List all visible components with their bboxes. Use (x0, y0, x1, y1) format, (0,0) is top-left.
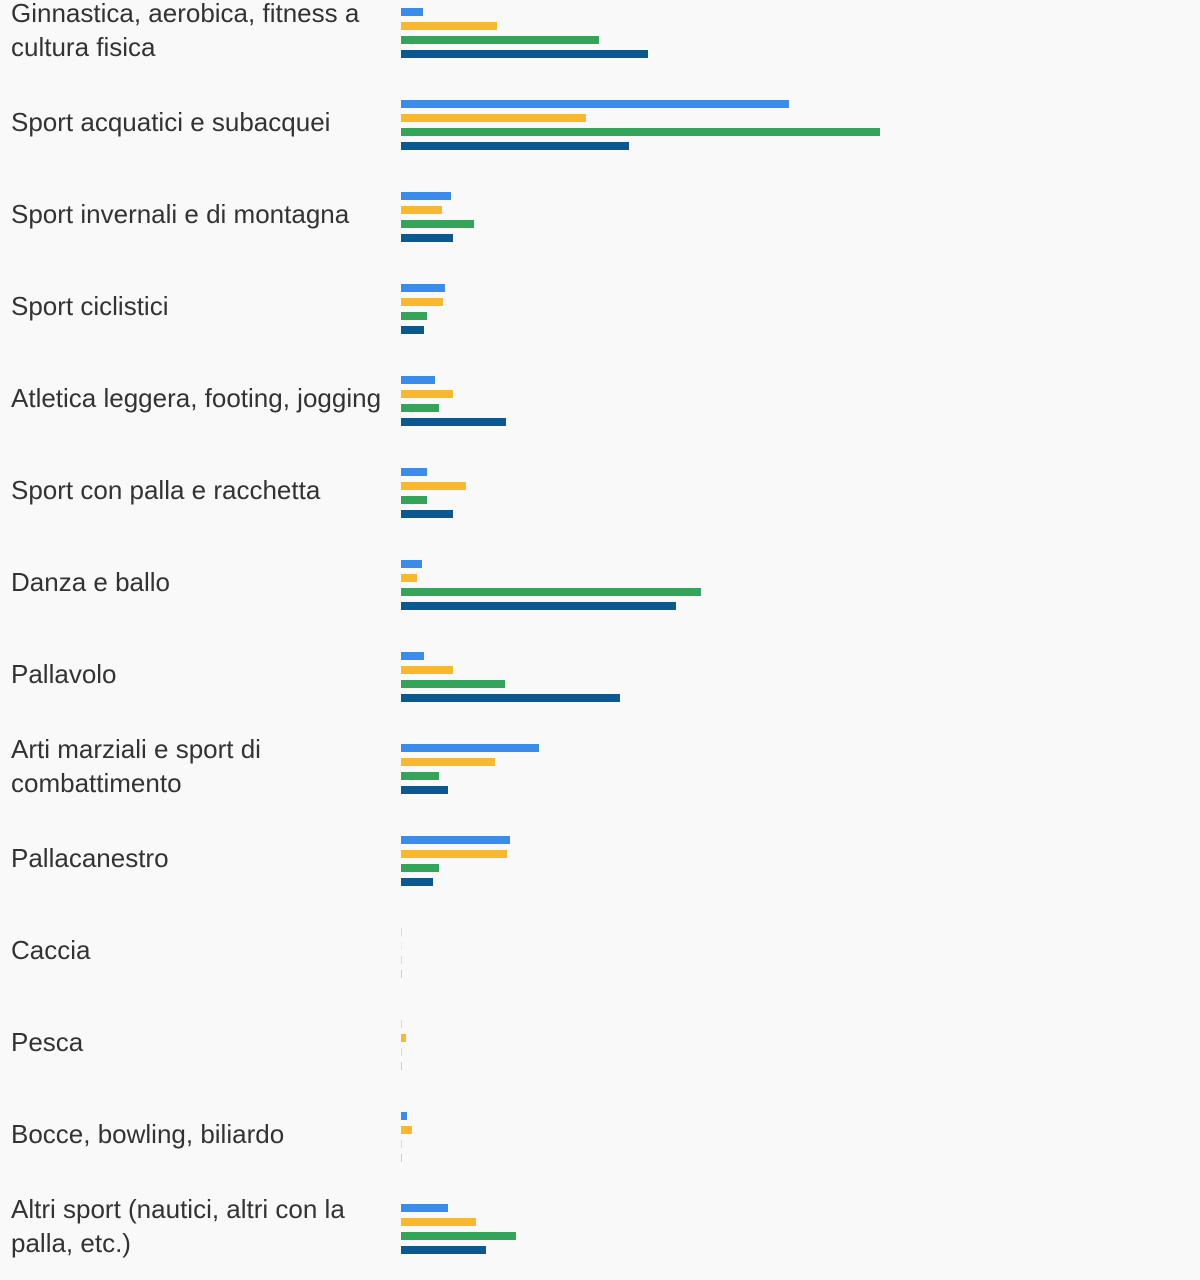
bar-series-1 (401, 8, 423, 16)
category-label: Pallavolo (11, 659, 117, 689)
category-label: Sport invernali e di montagna (11, 199, 350, 229)
bar-series-1 (401, 744, 540, 752)
bar-series-1 (401, 1204, 448, 1212)
category-label: Pesca (11, 1027, 84, 1057)
category-label: Arti marziali e sport di combattimento (11, 734, 261, 798)
bar-series-3 (401, 36, 600, 44)
bar-series-1 (401, 284, 445, 292)
bar-series-1 (401, 468, 427, 476)
bar-series-3 (401, 1048, 402, 1056)
bar-series-4 (401, 1154, 402, 1162)
bar-series-1 (401, 100, 789, 108)
bar-series-4 (401, 326, 424, 334)
bar-series-3 (401, 220, 475, 228)
bar-series-2 (401, 206, 443, 214)
bar-series-3 (401, 680, 505, 688)
category-row: Sport ciclistici (0, 260, 1200, 352)
bar-series-4 (401, 50, 648, 58)
bar-series-2 (401, 482, 466, 490)
bar-series-3 (401, 404, 440, 412)
category-row: Atletica leggera, footing, jogging (0, 352, 1200, 444)
bar-series-4 (401, 602, 677, 610)
bar-series-2 (401, 22, 498, 30)
category-row: Danza e ballo (0, 536, 1200, 628)
category-row: Pallacanestro (0, 812, 1200, 904)
category-row: Ginnastica, aerobica, fitness a cultura … (0, 0, 1200, 76)
bar-series-4 (401, 1246, 486, 1254)
bar-series-3 (401, 588, 702, 596)
category-row: Sport con palla e racchetta (0, 444, 1200, 536)
bar-series-4 (401, 786, 448, 794)
bar-series-3 (401, 864, 440, 872)
bar-series-2 (401, 298, 443, 306)
bar-series-3 (401, 772, 440, 780)
bar-series-2 (401, 390, 454, 398)
bar-series-2 (401, 1218, 477, 1226)
bar-series-4 (401, 694, 621, 702)
bar-series-2 (401, 666, 454, 674)
bar-series-1 (401, 560, 422, 568)
category-label: Danza e ballo (11, 567, 170, 597)
bar-series-2 (401, 1126, 412, 1134)
bar-series-3 (401, 1232, 517, 1240)
bar-series-4 (401, 878, 434, 886)
bar-series-2 (401, 1034, 406, 1042)
category-label: Sport con palla e racchetta (11, 475, 321, 505)
bar-series-3 (401, 312, 427, 320)
category-row: Arti marziali e sport di combattimento (0, 720, 1200, 812)
category-label: Bocce, bowling, biliardo (11, 1119, 285, 1149)
category-label: Atletica leggera, footing, jogging (11, 383, 382, 413)
category-row: Sport acquatici e subacquei (0, 76, 1200, 168)
bar-series-2 (401, 942, 402, 950)
bar-series-3 (401, 128, 881, 136)
bar-series-3 (401, 1140, 402, 1148)
bar-series-4 (401, 418, 506, 426)
bar-series-3 (401, 496, 427, 504)
bar-series-4 (401, 1062, 402, 1070)
category-row: Pesca (0, 996, 1200, 1088)
category-label: Ginnastica, aerobica, fitness a cultura … (11, 0, 360, 62)
category-row: Sport invernali e di montagna (0, 168, 1200, 260)
category-row: Pallavolo (0, 628, 1200, 720)
bar-series-4 (401, 970, 402, 978)
bar-series-1 (401, 836, 510, 844)
bar-series-4 (401, 510, 454, 518)
bar-series-2 (401, 758, 496, 766)
bar-series-1 (401, 928, 403, 936)
category-row: Bocce, bowling, biliardo (0, 1088, 1200, 1180)
bar-series-2 (401, 114, 586, 122)
bar-series-1 (401, 1112, 407, 1120)
category-label: Sport ciclistici (11, 291, 169, 321)
category-row: Caccia (0, 904, 1200, 996)
category-row: Altri sport (nautici, altri con la palla… (0, 1180, 1200, 1272)
bar-series-3 (401, 956, 402, 964)
bar-series-2 (401, 850, 507, 858)
bar-series-1 (401, 376, 436, 384)
category-label: Sport acquatici e subacquei (11, 107, 331, 137)
category-label: Caccia (11, 935, 91, 965)
bar-series-1 (401, 192, 451, 200)
bar-series-2 (401, 574, 418, 582)
category-label: Pallacanestro (11, 843, 169, 873)
bar-series-1 (401, 652, 424, 660)
bar-series-1 (401, 1020, 402, 1028)
bar-series-4 (401, 234, 454, 242)
category-label: Altri sport (nautici, altri con la palla… (11, 1194, 345, 1258)
bar-series-4 (401, 142, 629, 150)
